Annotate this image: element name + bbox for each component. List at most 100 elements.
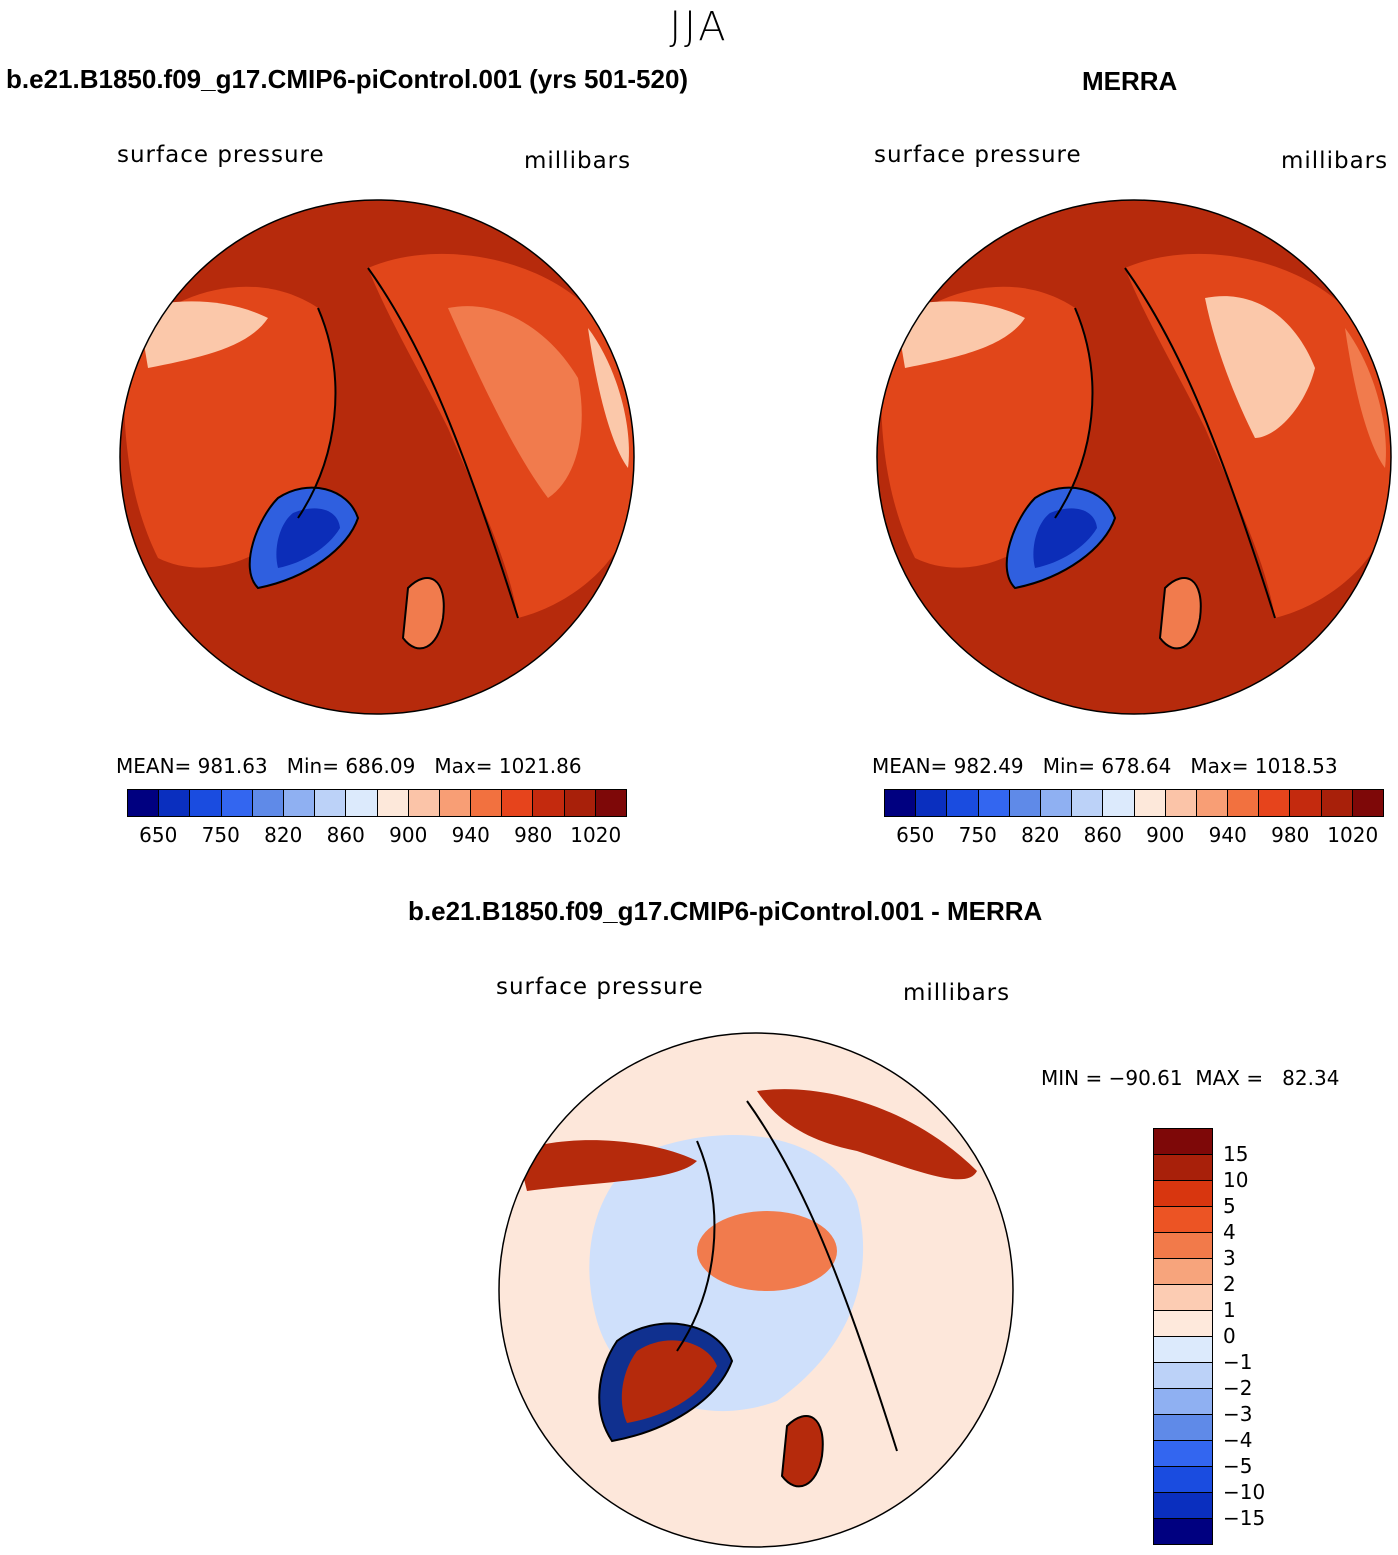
colorbar-tick-label: −15 (1223, 1506, 1266, 1530)
map2-scandinavia (1160, 578, 1201, 649)
map1-greenland-core (276, 508, 340, 568)
map2-tibet-highland (1345, 328, 1386, 468)
colorbar-swatch (1154, 1415, 1212, 1441)
map1-tibet-highland (588, 328, 629, 468)
panel2-variable: surface pressure (874, 142, 1082, 168)
diff-colorbar-labels: 15 10 5 4 3 2 1 0 −1 −2 −3 −4 −5 −10 −15 (1223, 1128, 1303, 1544)
colorbar-swatch (1154, 1519, 1212, 1544)
colorbar-swatch (502, 790, 534, 816)
map1-scandinavia (403, 578, 444, 649)
panel1-colorbar (127, 789, 627, 817)
colorbar-tick-label: 900 (389, 823, 428, 847)
colorbar-tick-label: 650 (896, 823, 935, 847)
diff-central-positive (697, 1211, 837, 1291)
colorbar-tick-label: 980 (1271, 823, 1310, 847)
colorbar-tick-label: 3 (1223, 1246, 1236, 1270)
colorbar-tick-label: 750 (958, 823, 997, 847)
colorbar-tick-label: 860 (1083, 823, 1122, 847)
map1-eurasia-land (368, 253, 634, 618)
colorbar-swatch (377, 790, 409, 816)
diff-variable: surface pressure (496, 974, 704, 1000)
colorbar-tick-label: 940 (451, 823, 490, 847)
colorbar-tick-label: 1020 (570, 823, 622, 847)
colorbar-swatch (978, 790, 1010, 816)
colorbar-swatch (1154, 1129, 1212, 1155)
max-value: 1018.53 (1254, 754, 1338, 778)
colorbar-tick-label: 750 (201, 823, 240, 847)
colorbar-swatch (1290, 790, 1322, 816)
map2-siberia-plateau (1205, 296, 1315, 438)
colorbar-tick-label: 980 (514, 823, 553, 847)
panel2-units: millibars (1281, 148, 1389, 174)
colorbar-swatch (1154, 1285, 1212, 1311)
colorbar-swatch (1321, 790, 1353, 816)
colorbar-swatch (315, 790, 347, 816)
colorbar-swatch (1154, 1441, 1212, 1467)
panel2-title: MERRA (1082, 66, 1178, 96)
mean-label: MEAN= (872, 754, 948, 778)
diff-map (498, 1032, 1014, 1548)
season-title: JJA (669, 4, 729, 50)
colorbar-tick-label: −5 (1223, 1454, 1253, 1478)
colorbar-swatch (533, 790, 565, 816)
diff-min-value: −90.61 (1108, 1066, 1183, 1090)
colorbar-swatch (1072, 790, 1104, 816)
colorbar-tick-label: 0 (1223, 1324, 1236, 1348)
diff-max-value: 82.34 (1282, 1066, 1340, 1090)
colorbar-swatch (408, 790, 440, 816)
map1-rockies (138, 301, 268, 368)
colorbar-tick-label: 820 (1021, 823, 1060, 847)
colorbar-swatch (283, 790, 316, 816)
colorbar-tick-label: −1 (1223, 1350, 1253, 1374)
max-label: Max= (1190, 754, 1249, 778)
panel2-colorbar-labels: 650 750 820 860 900 940 980 1020 (884, 823, 1384, 849)
colorbar-swatch (1154, 1493, 1212, 1519)
max-label: Max= (434, 754, 493, 778)
colorbar-swatch (439, 790, 472, 816)
colorbar-tick-label: −3 (1223, 1402, 1253, 1426)
colorbar-swatch (346, 790, 378, 816)
diff-units: millibars (903, 980, 1011, 1006)
colorbar-tick-label: 860 (326, 823, 365, 847)
colorbar-swatch (159, 790, 191, 816)
colorbar-swatch (1009, 790, 1041, 816)
colorbar-swatch (1154, 1337, 1212, 1363)
colorbar-swatch (1154, 1467, 1212, 1493)
colorbar-tick-label: 1020 (1327, 823, 1379, 847)
diff-min-label: MIN = (1041, 1066, 1103, 1090)
map2-rockies (895, 301, 1025, 368)
colorbar-swatch (1103, 790, 1135, 816)
colorbar-swatch (1154, 1259, 1212, 1285)
colorbar-swatch (471, 790, 503, 816)
colorbar-tick-label: −10 (1223, 1480, 1266, 1504)
panel1-title: b.e21.B1850.f09_g17.CMIP6-piControl.001 … (6, 64, 689, 94)
colorbar-swatch (1154, 1181, 1212, 1207)
map2-greenland-core (1033, 508, 1097, 568)
colorbar-swatch (1134, 790, 1166, 816)
colorbar-swatch (1154, 1311, 1212, 1337)
colorbar-swatch (1154, 1207, 1212, 1233)
colorbar-swatch (947, 790, 979, 816)
map1-coastlines (248, 267, 519, 650)
colorbar-swatch (1196, 790, 1229, 816)
min-label: Min= (1042, 754, 1095, 778)
colorbar-swatch (1154, 1389, 1212, 1415)
colorbar-tick-label: 4 (1223, 1220, 1236, 1244)
max-value: 1021.86 (498, 754, 582, 778)
diff-minmax: MIN = −90.61 MAX = 82.34 (1041, 1066, 1339, 1090)
colorbar-tick-label: 2 (1223, 1272, 1236, 1296)
colorbar-tick-label: −2 (1223, 1376, 1253, 1400)
colorbar-swatch (128, 790, 160, 816)
diff-coastlines (598, 1100, 898, 1488)
diff-north-america-band (517, 1140, 697, 1191)
panel1-units: millibars (524, 148, 632, 174)
colorbar-swatch (916, 790, 948, 816)
diff-greenland-interior (621, 1340, 717, 1423)
min-value: 678.64 (1101, 754, 1172, 778)
diff-max-label: MAX = (1195, 1066, 1264, 1090)
map2-coastlines (1005, 267, 1276, 650)
mean-value: 981.63 (197, 754, 268, 778)
diff-colorbar (1153, 1128, 1213, 1545)
colorbar-swatch (1259, 790, 1291, 816)
colorbar-tick-label: −4 (1223, 1428, 1253, 1452)
